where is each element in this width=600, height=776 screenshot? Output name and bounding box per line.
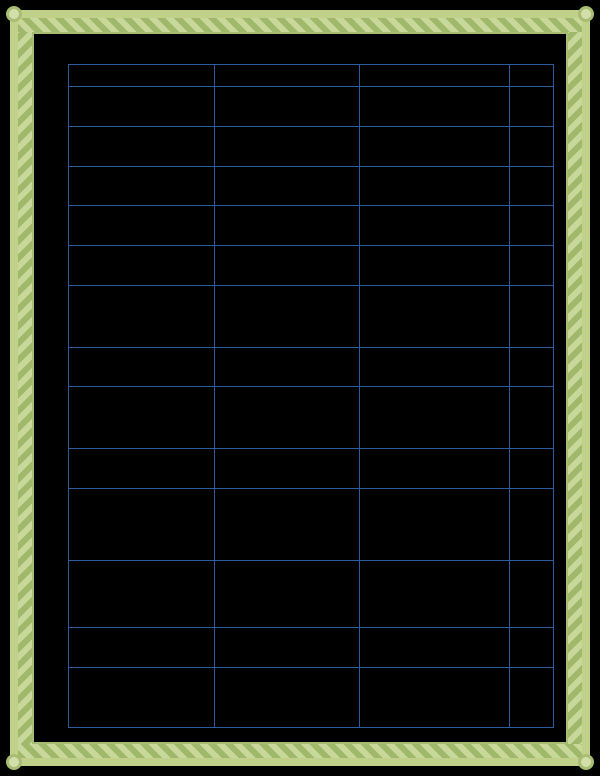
table-cell: [510, 86, 554, 126]
table-cell: [214, 628, 360, 668]
table-row: [69, 285, 554, 347]
table-row: [69, 628, 554, 668]
table-cell: [69, 628, 215, 668]
table-cell: [214, 387, 360, 449]
table-cell: [360, 449, 510, 489]
table-cell: [214, 449, 360, 489]
table-cell: [360, 628, 510, 668]
table-cell: [360, 65, 510, 87]
table-cell: [69, 285, 215, 347]
corner-ornament-bl: [6, 754, 22, 770]
table-cell: [69, 206, 215, 246]
table-cell: [214, 206, 360, 246]
table-row: [69, 206, 554, 246]
table-cell: [510, 206, 554, 246]
corner-ornament-tr: [578, 6, 594, 22]
table-cell: [69, 489, 215, 561]
table-cell: [510, 489, 554, 561]
table-cell: [360, 166, 510, 206]
table-row: [69, 387, 554, 449]
table-cell: [214, 668, 360, 728]
table-cell: [214, 166, 360, 206]
table-cell: [69, 246, 215, 286]
table-cell: [510, 166, 554, 206]
table-cell: [510, 65, 554, 87]
table-cell: [69, 65, 215, 87]
table-row: [69, 347, 554, 387]
table-cell: [510, 387, 554, 449]
table-cell: [360, 489, 510, 561]
table-cell: [214, 489, 360, 561]
table-cell: [510, 126, 554, 166]
table-row: [69, 489, 554, 561]
table-cell: [510, 347, 554, 387]
table-cell: [510, 560, 554, 628]
table-row: [69, 126, 554, 166]
table-cell: [214, 65, 360, 87]
table-cell: [69, 560, 215, 628]
table-row: [69, 449, 554, 489]
table-cell: [510, 628, 554, 668]
table-cell: [360, 387, 510, 449]
decorative-frame: [10, 10, 590, 766]
table-cell: [214, 246, 360, 286]
table-cell: [360, 206, 510, 246]
table-cell: [214, 86, 360, 126]
table-cell: [360, 285, 510, 347]
table-cell: [360, 560, 510, 628]
table-cell: [214, 347, 360, 387]
table-cell: [360, 347, 510, 387]
table-cell: [69, 387, 215, 449]
table-cell: [69, 126, 215, 166]
table-cell: [360, 246, 510, 286]
table-cell: [69, 449, 215, 489]
table-cell: [69, 347, 215, 387]
table-row: [69, 86, 554, 126]
table-cell: [510, 449, 554, 489]
corner-ornament-tl: [6, 6, 22, 22]
table-cell: [214, 560, 360, 628]
table-cell: [69, 668, 215, 728]
table-row: [69, 65, 554, 87]
table-cell: [69, 166, 215, 206]
corner-ornament-br: [578, 754, 594, 770]
table-cell: [510, 246, 554, 286]
table-row: [69, 560, 554, 628]
table-cell: [69, 86, 215, 126]
table-cell: [214, 285, 360, 347]
table-cell: [214, 126, 360, 166]
frame-inner: [32, 32, 568, 744]
table-cell: [510, 285, 554, 347]
table-cell: [510, 668, 554, 728]
table-row: [69, 246, 554, 286]
table-cell: [360, 126, 510, 166]
table-row: [69, 166, 554, 206]
table-cell: [360, 86, 510, 126]
table-row: [69, 668, 554, 728]
table-container: [68, 64, 554, 728]
blank-grid-table: [68, 64, 554, 728]
table-cell: [360, 668, 510, 728]
